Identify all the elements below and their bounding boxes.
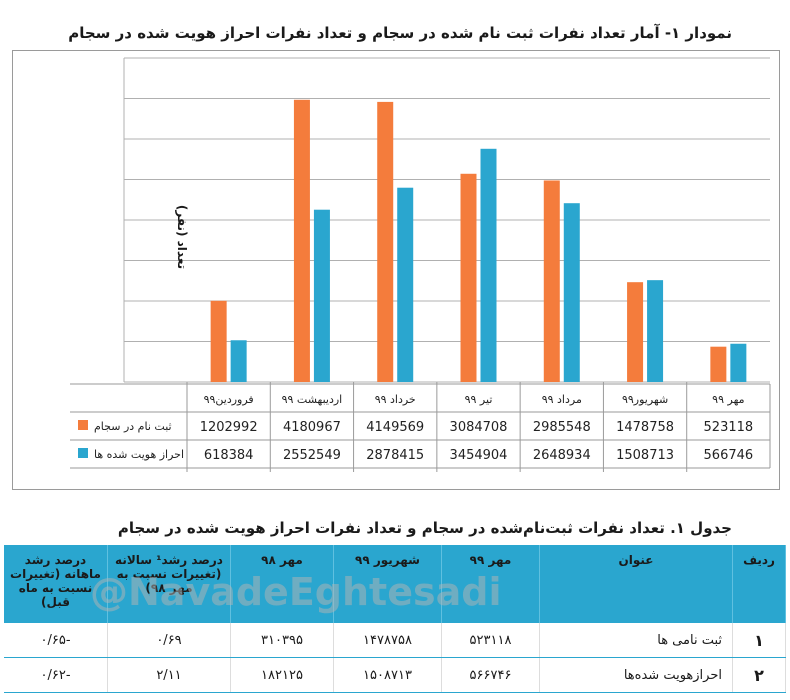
table-cell: ۳۱۰۳۹۵ xyxy=(230,622,334,658)
tick-label: اردیبهشت ۹۹ xyxy=(282,393,343,406)
bar xyxy=(627,282,644,382)
bar xyxy=(230,340,247,382)
legend-label: احراز هویت شده ها xyxy=(94,448,184,461)
data-label: 618384 xyxy=(204,448,254,463)
data-label: 4149569 xyxy=(366,420,424,435)
table-cell: ۲/۱۱ xyxy=(107,657,231,693)
data-label: 566746 xyxy=(704,448,754,463)
header-cell: مهر ۹۹ xyxy=(441,545,540,623)
bar xyxy=(460,173,477,382)
tick-label: خرداد ۹۹ xyxy=(375,393,416,406)
legend-label: ثبت نام در سجام xyxy=(94,420,172,433)
bar xyxy=(543,180,560,382)
chart-title: نمودار ۱- آمار تعداد نفرات ثبت نام شده د… xyxy=(68,24,732,42)
table-cell: ۱۴۷۸۷۵۸ xyxy=(333,622,442,658)
table-row: ۱ ثبت نامی ها ۵۲۳۱۱۸ ۱۴۷۸۷۵۸ ۳۱۰۳۹۵ ۰/۶۹… xyxy=(4,622,786,658)
chart-frame xyxy=(12,50,780,490)
data-label: 1478758 xyxy=(616,420,674,435)
bar xyxy=(313,209,330,382)
bar xyxy=(563,203,580,382)
bar xyxy=(730,343,747,382)
data-label: 1202992 xyxy=(200,420,258,435)
bar xyxy=(710,346,727,382)
data-label: 2648934 xyxy=(533,448,591,463)
data-label: 1508713 xyxy=(616,448,674,463)
bar xyxy=(397,187,414,382)
data-label: 523118 xyxy=(704,420,754,435)
y-axis-label: تعداد (نفر) xyxy=(175,204,190,270)
table-cell: ثبت نامی ها xyxy=(539,622,733,658)
table-cell: ۱۵۰۸۷۱۳ xyxy=(333,657,442,693)
tick-label: شهریور۹۹ xyxy=(622,393,668,406)
table-cell: ۱ xyxy=(732,622,786,658)
table-cell: ۵۲۳۱۱۸ xyxy=(441,622,540,658)
table-cell: -۰/۶۵ xyxy=(4,622,108,658)
data-label: 2878415 xyxy=(366,448,424,463)
data-label: 4180967 xyxy=(283,420,341,435)
table-cell: احرازهویت شده‌ها xyxy=(539,657,733,693)
table-title: جدول ۱. تعداد نفرات ثبت‌نام‌شده در سجام … xyxy=(117,519,732,537)
bar xyxy=(377,101,394,383)
bar xyxy=(647,280,664,382)
header-cell: شهریور ۹۹ xyxy=(333,545,442,623)
data-label: 2985548 xyxy=(533,420,591,435)
header-cell: ردیف xyxy=(732,545,786,623)
data-label: 2552549 xyxy=(283,448,341,463)
bar-chart: فروردین۹۹ 1202992 618384 اردیبهشت ۹۹ 4180967… xyxy=(70,57,771,472)
data-label: 3454904 xyxy=(450,448,508,463)
table-cell: -۰/۶۲ xyxy=(4,657,108,693)
table-cell: ۲ xyxy=(732,657,786,693)
tick-label: مرداد ۹۹ xyxy=(542,393,582,406)
table-row: ۲ احرازهویت شده‌ها ۵۶۶۷۴۶ ۱۵۰۸۷۱۳ ۱۸۲۱۲۵… xyxy=(4,657,786,693)
table-cell: ۵۶۶۷۴۶ xyxy=(441,657,540,693)
tick-label: فروردین۹۹ xyxy=(204,393,254,406)
bar xyxy=(480,148,497,382)
legend-swatch xyxy=(78,420,88,430)
table-cell: ۰/۶۹ xyxy=(107,622,231,658)
bar xyxy=(293,99,310,382)
stats-table: ردیف عنوان مهر ۹۹ شهریور ۹۹ مهر ۹۸ درصد … xyxy=(4,545,786,693)
header-cell: عنوان xyxy=(539,545,733,623)
table-header-row: ردیف عنوان مهر ۹۹ شهریور ۹۹ مهر ۹۸ درصد … xyxy=(4,545,786,623)
tick-label: تیر ۹۹ xyxy=(465,393,493,406)
header-cell: درصد رشد ماهانه (تغییرات نسبت به ماه قبل… xyxy=(4,545,108,623)
tick-label: مهر ۹۹ xyxy=(712,393,744,406)
data-label: 3084708 xyxy=(450,420,508,435)
header-cell: درصد رشد¹ سالانه (تغییرات نسبت به مهر ۹۸… xyxy=(107,545,231,623)
bar xyxy=(210,300,227,382)
table-cell: ۱۸۲۱۲۵ xyxy=(230,657,334,693)
legend-swatch xyxy=(78,448,88,458)
header-cell: مهر ۹۸ xyxy=(230,545,334,623)
